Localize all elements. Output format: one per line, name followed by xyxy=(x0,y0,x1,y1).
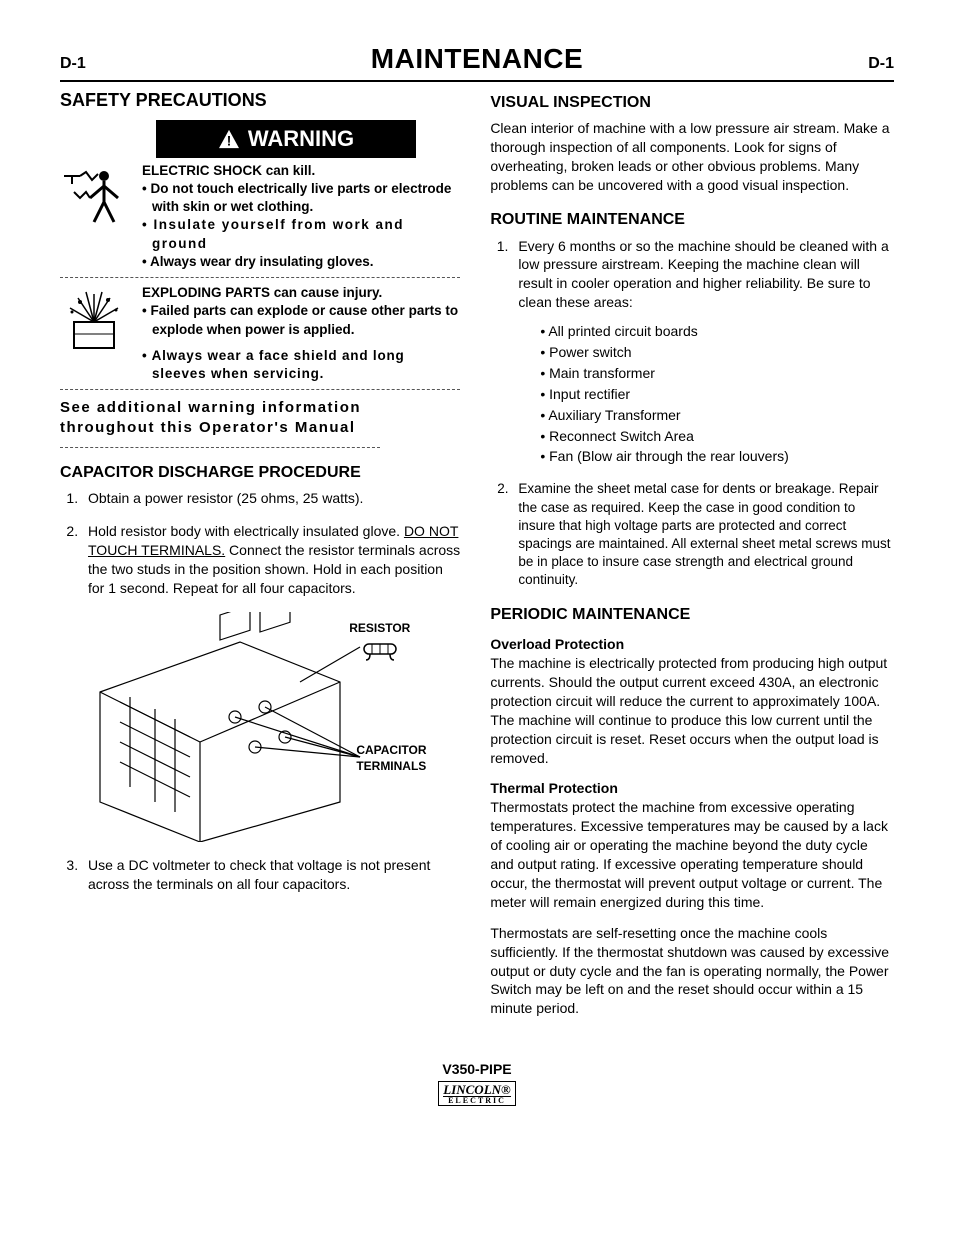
shock-bullet: Do not touch electrically live parts or … xyxy=(142,180,460,216)
routine-step-1-text: Every 6 months or so the machine should … xyxy=(518,238,888,311)
svg-text:!: ! xyxy=(227,133,232,148)
routine-step-1: Every 6 months or so the machine should … xyxy=(512,237,890,467)
routine-steps: Every 6 months or so the machine should … xyxy=(490,237,890,590)
brand-name: LINCOLN xyxy=(443,1082,501,1097)
shock-title: ELECTRIC SHOCK can kill. xyxy=(142,162,460,180)
routine-bullet: Reconnect Switch Area xyxy=(540,427,890,446)
resistor-label: RESISTOR xyxy=(349,620,410,636)
page-code-right: D-1 xyxy=(868,53,894,75)
routine-bullet: Power switch xyxy=(540,343,890,362)
right-column: VISUAL INSPECTION Clean interior of mach… xyxy=(490,88,890,1030)
divider xyxy=(60,389,460,390)
thermal-body-2: Thermostats are self-resetting once the … xyxy=(490,924,890,1018)
routine-bullet: All printed circuit boards xyxy=(540,322,890,341)
warning-triangle-icon: ! xyxy=(218,129,240,149)
routine-bullet: Input rectifier xyxy=(540,385,890,404)
thermal-title: Thermal Protection xyxy=(490,779,890,798)
capacitor-heading: CAPACITOR DISCHARGE PROCEDURE xyxy=(60,462,460,484)
routine-bullets: All printed circuit boards Power switch … xyxy=(518,322,890,466)
warning-bar-label: WARNING xyxy=(248,124,354,154)
explode-bullet: Failed parts can explode or cause other … xyxy=(142,302,460,338)
content-columns: SAFETY PRECAUTIONS ! WARNING xyxy=(60,88,894,1030)
page-footer: V350-PIPE LINCOLN® ELECTRIC xyxy=(60,1060,894,1108)
left-column: SAFETY PRECAUTIONS ! WARNING xyxy=(60,88,460,1030)
explode-title: EXPLODING PARTS can cause injury. xyxy=(142,284,460,302)
exploding-parts-block: EXPLODING PARTS can cause injury. Failed… xyxy=(60,284,460,383)
resistor-icon xyxy=(358,638,402,666)
routine-bullet: Auxiliary Transformer xyxy=(540,406,890,425)
visual-heading: VISUAL INSPECTION xyxy=(490,92,890,114)
routine-heading: ROUTINE MAINTENANCE xyxy=(490,209,890,231)
periodic-heading: PERIODIC MAINTENANCE xyxy=(490,604,890,626)
shock-bullet: Always wear dry insulating gloves. xyxy=(142,253,460,271)
page-header: D-1 MAINTENANCE D-1 xyxy=(60,40,894,82)
cap-step-2a: Hold resistor body with electrically ins… xyxy=(88,523,404,539)
page-code-left: D-1 xyxy=(60,53,86,75)
shock-bullet: Insulate yourself from work and ground xyxy=(142,216,460,252)
safety-heading: SAFETY PRECAUTIONS xyxy=(60,88,460,112)
explode-bullets: Failed parts can explode or cause other … xyxy=(142,302,460,383)
electric-shock-block: ELECTRIC SHOCK can kill. Do not touch el… xyxy=(60,162,460,271)
exploding-parts-text: EXPLODING PARTS can cause injury. Failed… xyxy=(142,284,460,383)
thermal-body-1: Thermostats protect the machine from exc… xyxy=(490,798,890,911)
electric-shock-text: ELECTRIC SHOCK can kill. Do not touch el… xyxy=(142,162,460,271)
visual-body: Clean interior of machine with a low pre… xyxy=(490,119,890,195)
divider xyxy=(60,277,460,278)
shock-bullets: Do not touch electrically live parts or … xyxy=(142,180,460,271)
capacitor-steps-cont: Use a DC voltmeter to check that voltage… xyxy=(60,856,460,894)
capacitor-steps: Obtain a power resistor (25 ohms, 25 wat… xyxy=(60,489,460,597)
routine-bullet: Main transformer xyxy=(540,364,890,383)
routine-step-2: Examine the sheet metal case for dents o… xyxy=(512,480,890,589)
capacitor-diagram: RESISTOR CAPACITOR TERMINALS xyxy=(60,612,460,842)
product-name: V350-PIPE xyxy=(60,1060,894,1079)
electric-shock-icon xyxy=(60,162,132,234)
warning-bar: ! WARNING xyxy=(156,120,416,158)
explosion-icon xyxy=(60,284,132,356)
see-additional-note: See additional warning information throu… xyxy=(60,398,460,439)
cap-step-3: Use a DC voltmeter to check that voltage… xyxy=(82,856,460,894)
routine-bullet: Fan (Blow air through the rear louvers) xyxy=(540,447,890,466)
brand-sub: ELECTRIC xyxy=(443,1096,511,1105)
overload-body: The machine is electrically protected fr… xyxy=(490,654,890,767)
brand-logo: LINCOLN® ELECTRIC xyxy=(438,1081,516,1106)
overload-title: Overload Protection xyxy=(490,635,890,654)
capacitor-terminals-label: CAPACITOR TERMINALS xyxy=(356,742,456,774)
cap-step-1: Obtain a power resistor (25 ohms, 25 wat… xyxy=(82,489,460,508)
explode-bullet: Always wear a face shield and long sleev… xyxy=(142,347,460,383)
divider xyxy=(60,447,380,448)
page-title: MAINTENANCE xyxy=(371,40,583,78)
cap-step-2: Hold resistor body with electrically ins… xyxy=(82,522,460,598)
